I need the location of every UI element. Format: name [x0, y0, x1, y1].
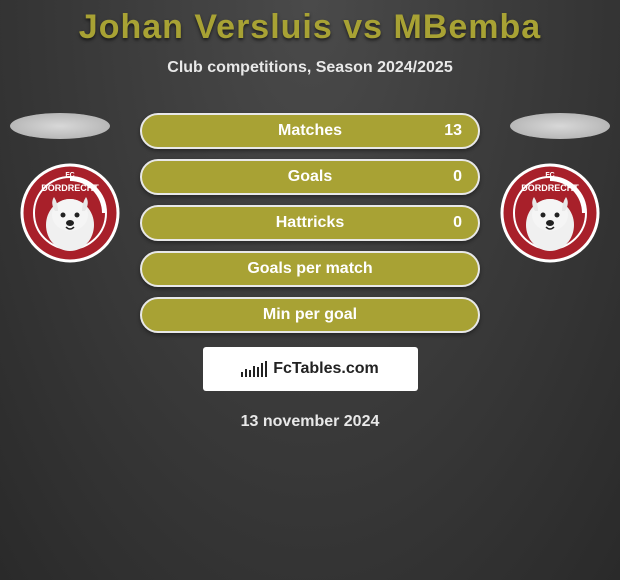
player1-club-crest: FC DORDRECHT [20, 163, 120, 263]
comparison-content: FC DORDRECHT FC DORDRECHT [0, 113, 620, 431]
svg-text:DORDRECHT: DORDRECHT [41, 183, 99, 193]
club-crest-icon: FC DORDRECHT [500, 163, 600, 263]
stat-row-min-per-goal: Min per goal [140, 297, 480, 333]
chart-bars-icon [241, 361, 267, 377]
stat-label: Min per goal [263, 306, 357, 324]
stats-pills: Matches 13 Goals 0 Hattricks 0 Goals per… [140, 113, 480, 333]
svg-text:FC: FC [545, 172, 554, 179]
player2-platform [510, 113, 610, 139]
branding-text: FcTables.com [273, 360, 379, 378]
stat-label: Goals per match [247, 260, 372, 278]
stat-row-goals-per-match: Goals per match [140, 251, 480, 287]
vs-text: vs [343, 8, 383, 46]
subtitle: Club competitions, Season 2024/2025 [0, 59, 620, 77]
stat-value-right: 0 [453, 214, 462, 232]
stat-row-hattricks: Hattricks 0 [140, 205, 480, 241]
stat-row-goals: Goals 0 [140, 159, 480, 195]
stat-label: Hattricks [276, 214, 344, 232]
player1-name: Johan Versluis [79, 8, 333, 46]
stat-value-right: 0 [453, 168, 462, 186]
player1-platform [10, 113, 110, 139]
player2-club-crest: FC DORDRECHT [500, 163, 600, 263]
stat-label: Goals [288, 168, 332, 186]
page-title: Johan Versluis vs MBemba [0, 0, 620, 47]
stat-value-right: 13 [444, 122, 462, 140]
date-text: 13 november 2024 [0, 413, 620, 431]
svg-text:FC: FC [65, 172, 74, 179]
stat-label: Matches [278, 122, 342, 140]
player2-name: MBemba [394, 8, 542, 46]
club-crest-icon: FC DORDRECHT [20, 163, 120, 263]
branding-box: FcTables.com [203, 347, 418, 391]
svg-text:DORDRECHT: DORDRECHT [521, 183, 579, 193]
stat-row-matches: Matches 13 [140, 113, 480, 149]
